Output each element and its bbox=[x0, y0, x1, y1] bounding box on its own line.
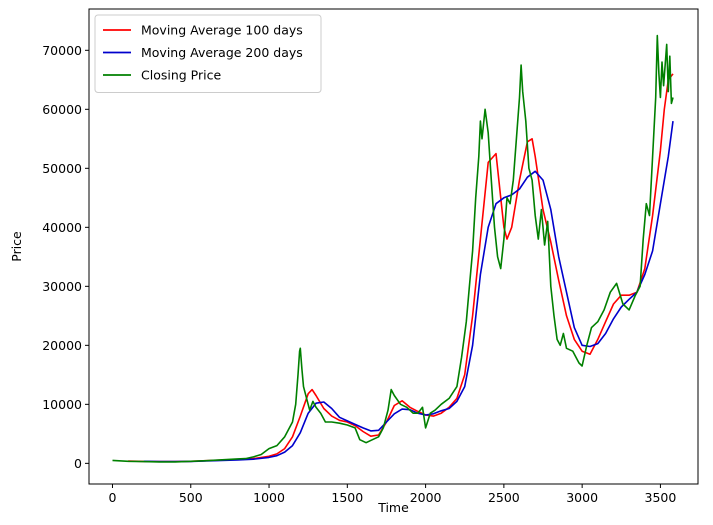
legend: Moving Average 100 days Moving Average 20… bbox=[94, 14, 322, 93]
x-axis-label: Time bbox=[377, 500, 409, 515]
x-tick-label: 2500 bbox=[488, 490, 520, 505]
y-tick-label: 40000 bbox=[42, 220, 82, 235]
y-axis-label: Price bbox=[9, 231, 24, 262]
plot-frame bbox=[88, 8, 699, 485]
x-tick-label: 1500 bbox=[331, 490, 363, 505]
x-tick-label: 2000 bbox=[410, 490, 442, 505]
x-tick-label: 500 bbox=[179, 490, 203, 505]
y-tick-label: 10000 bbox=[42, 397, 82, 412]
x-tick-label: 3500 bbox=[645, 490, 677, 505]
x-tick-label: 1000 bbox=[253, 490, 285, 505]
y-tick-label: 70000 bbox=[42, 43, 82, 58]
x-tick-label: 0 bbox=[109, 490, 117, 505]
plot-lines bbox=[112, 34, 674, 463]
legend-entry-1: Moving Average 200 days bbox=[141, 45, 303, 60]
series-line-2 bbox=[112, 34, 674, 463]
y-tick-label: 0 bbox=[74, 456, 82, 471]
y-tick-label: 60000 bbox=[42, 102, 82, 117]
y-tick-label: 30000 bbox=[42, 279, 82, 294]
series-line-1 bbox=[143, 120, 674, 463]
y-tick-label: 20000 bbox=[42, 338, 82, 353]
x-tick-label: 3000 bbox=[566, 490, 598, 505]
legend-box bbox=[94, 14, 322, 93]
x-axis-ticks: 0 500 1000 1500 2000 2500 3000 3500 bbox=[109, 484, 677, 505]
y-axis-ticks: 0 10000 20000 30000 40000 50000 60000 70000 bbox=[42, 43, 89, 471]
y-tick-label: 50000 bbox=[42, 161, 82, 176]
legend-entry-0: Moving Average 100 days bbox=[141, 23, 303, 38]
legend-entry-2: Closing Price bbox=[141, 68, 221, 83]
